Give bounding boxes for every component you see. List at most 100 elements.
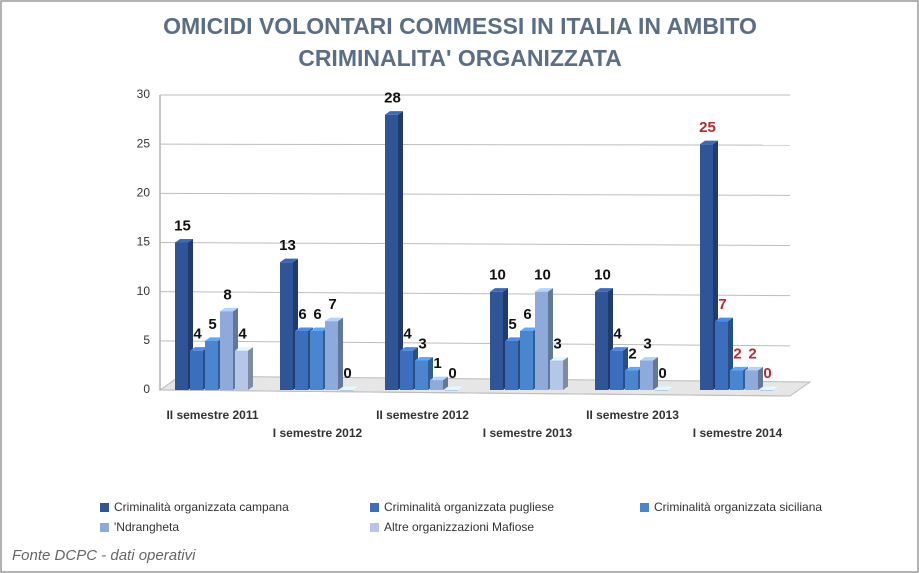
bar-front bbox=[535, 291, 548, 390]
bar-top bbox=[385, 111, 403, 115]
bar-top bbox=[730, 366, 748, 371]
bar-top bbox=[325, 317, 343, 322]
data-label: 0 bbox=[448, 365, 456, 382]
legend-swatch bbox=[100, 523, 109, 532]
data-label: 28 bbox=[384, 90, 401, 107]
data-label: 13 bbox=[279, 237, 296, 254]
bar-front bbox=[235, 350, 248, 390]
y-tick-label: 20 bbox=[137, 186, 151, 200]
bar-top bbox=[715, 317, 733, 322]
bar-front bbox=[715, 321, 728, 390]
bar-top bbox=[280, 258, 298, 263]
bar-front bbox=[730, 370, 743, 390]
data-label: 5 bbox=[208, 316, 216, 333]
bar bbox=[235, 347, 253, 390]
bar bbox=[760, 386, 778, 391]
bar-top bbox=[625, 366, 643, 371]
bar-side bbox=[758, 366, 763, 390]
legend-label: 'Ndrangheta bbox=[114, 520, 179, 534]
bar-front bbox=[400, 350, 413, 390]
data-label: 10 bbox=[489, 267, 506, 284]
data-label: 15 bbox=[174, 217, 191, 234]
bar-side bbox=[398, 111, 403, 391]
bar-front bbox=[430, 380, 443, 390]
bar-side bbox=[563, 357, 568, 390]
x-tick-label: I semestre 2012 bbox=[273, 426, 363, 440]
bar-top bbox=[445, 386, 463, 390]
data-label: 6 bbox=[298, 306, 306, 323]
data-label: 0 bbox=[763, 365, 771, 382]
bar-front bbox=[220, 311, 233, 390]
chart-title: CRIMINALITA' ORGANIZZATA bbox=[298, 45, 622, 71]
data-label: 2 bbox=[628, 345, 636, 362]
bar-top bbox=[640, 357, 658, 361]
grid-line bbox=[159, 143, 791, 146]
data-label: 2 bbox=[733, 345, 741, 362]
data-label: 3 bbox=[643, 335, 651, 352]
data-label: 3 bbox=[418, 335, 426, 352]
bar-side bbox=[248, 347, 253, 390]
bar-front bbox=[175, 242, 188, 390]
data-label: 10 bbox=[594, 267, 611, 284]
bar-front bbox=[550, 360, 563, 390]
bar bbox=[640, 357, 658, 390]
x-tick-label: I semestre 2014 bbox=[693, 426, 783, 440]
bar-front bbox=[745, 370, 758, 390]
bar-front bbox=[505, 340, 518, 390]
legend-label: Criminalità organizzata campana bbox=[114, 500, 289, 514]
data-label: 7 bbox=[718, 296, 726, 313]
grid-line bbox=[159, 242, 791, 246]
grid-line bbox=[159, 389, 791, 397]
bar-top bbox=[760, 386, 778, 390]
bar-top bbox=[610, 347, 628, 351]
x-tick-label: I semestre 2013 bbox=[483, 426, 573, 440]
grid-line bbox=[159, 192, 791, 196]
y-tick-label: 30 bbox=[137, 87, 151, 101]
bar-front bbox=[340, 390, 353, 391]
bar-top bbox=[205, 337, 223, 341]
data-label: 1 bbox=[433, 355, 441, 372]
bar-top bbox=[430, 376, 448, 381]
bar-top bbox=[310, 327, 328, 331]
bar-top bbox=[700, 140, 718, 145]
data-label: 4 bbox=[193, 326, 202, 343]
bar-top bbox=[175, 239, 193, 243]
bar-front bbox=[520, 331, 533, 390]
bar-top bbox=[535, 288, 553, 292]
bar-top bbox=[190, 347, 208, 351]
bar-top bbox=[505, 337, 523, 341]
data-label: 4 bbox=[403, 326, 412, 343]
bar-front bbox=[415, 360, 428, 390]
bar bbox=[700, 140, 718, 390]
bar-front bbox=[640, 360, 653, 390]
bar bbox=[655, 386, 673, 391]
bar-side bbox=[443, 376, 448, 390]
bar bbox=[325, 317, 343, 390]
legend-label: Criminalità organizzata pugliese bbox=[384, 500, 554, 514]
y-tick-label: 25 bbox=[137, 136, 151, 150]
bar-front bbox=[610, 350, 623, 390]
data-label: 6 bbox=[313, 306, 321, 323]
bar-front bbox=[595, 291, 608, 390]
bar-front bbox=[190, 350, 203, 390]
grid-line bbox=[159, 291, 791, 297]
legend-swatch bbox=[370, 523, 379, 532]
data-label: 10 bbox=[534, 267, 551, 284]
data-label: 2 bbox=[748, 345, 756, 362]
x-tick-label: II semestre 2011 bbox=[166, 408, 258, 422]
bar-front bbox=[490, 291, 503, 390]
grid-line bbox=[159, 340, 791, 347]
data-label: 0 bbox=[343, 365, 351, 382]
bar-front bbox=[385, 114, 398, 391]
bar-top bbox=[340, 386, 358, 390]
source-note: Fonte DCPC - dati operativi bbox=[12, 547, 196, 564]
legend-swatch bbox=[370, 503, 379, 512]
data-label: 8 bbox=[223, 286, 231, 303]
bar-front bbox=[625, 370, 638, 390]
bar-front bbox=[310, 331, 323, 390]
bar-front bbox=[325, 321, 338, 390]
bar bbox=[550, 357, 568, 390]
bar-front bbox=[445, 390, 458, 391]
